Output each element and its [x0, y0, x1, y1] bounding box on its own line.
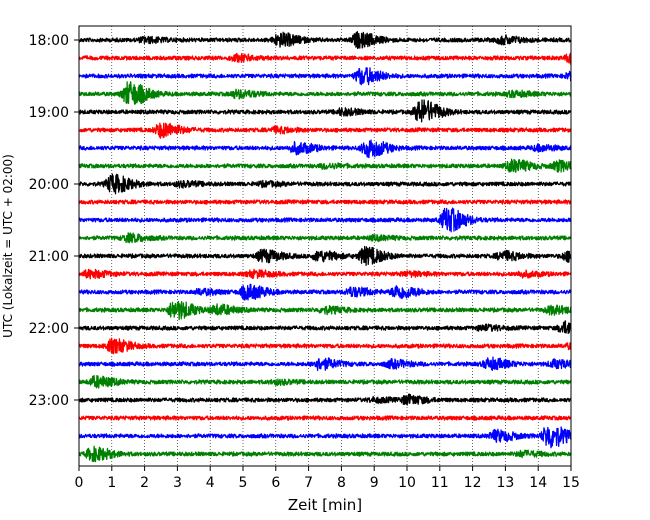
x-tick-label-0: 0	[75, 475, 84, 491]
x-tick-label-9: 9	[370, 475, 379, 491]
x-tick-label-3: 3	[173, 475, 182, 491]
trace-2330	[78, 426, 572, 449]
trace-2015	[78, 199, 572, 205]
trace-1800	[78, 30, 572, 50]
grid-layer	[111, 26, 539, 466]
x-tick-label-15: 15	[562, 475, 580, 491]
y-axis-title: UTC (Lokalzeit = UTC + 02:00)	[1, 154, 15, 338]
trace-2045	[78, 232, 572, 244]
x-tick-label-5: 5	[239, 475, 248, 491]
x-tick-label-13: 13	[496, 475, 514, 491]
trace-1815	[78, 52, 572, 65]
x-tick-label-8: 8	[337, 475, 346, 491]
y-tick-label-0: 18:00	[29, 33, 69, 49]
x-tick-label-1: 1	[107, 475, 116, 491]
trace-2000	[78, 173, 572, 195]
x-tick-label-2: 2	[140, 475, 149, 491]
trace-1845	[78, 81, 572, 105]
y-tick-label-4: 22:00	[29, 321, 69, 337]
trace-2215	[78, 337, 572, 355]
x-tick-label-10: 10	[398, 475, 416, 491]
trace-2200	[78, 320, 572, 335]
trace-1830	[78, 67, 572, 86]
y-tick-label-3: 21:00	[29, 249, 69, 265]
x-tick-label-4: 4	[206, 475, 215, 491]
trace-2345	[78, 445, 572, 463]
trace-1915	[78, 122, 572, 139]
y-tick-label-2: 20:00	[29, 177, 69, 193]
trace-2145	[78, 300, 572, 321]
trace-2100	[78, 245, 572, 267]
x-tick-label-14: 14	[529, 475, 547, 491]
trace-2300	[78, 393, 572, 406]
trace-2130	[78, 283, 572, 301]
x-tick-label-6: 6	[271, 475, 280, 491]
trace-2115	[78, 268, 572, 280]
plot-frame	[78, 25, 572, 467]
ticks-layer: 0 1 2 3 4 5 6 7 8 9 10 11 12 13 14 1518:0019:0020:0021:…	[29, 33, 580, 491]
trace-2030	[78, 207, 572, 233]
trace-1945	[78, 158, 572, 173]
trace-1900	[78, 99, 572, 123]
trace-2230	[78, 356, 572, 371]
y-tick-label-5: 23:00	[29, 393, 69, 409]
x-axis-title: Zeit [min]	[288, 496, 362, 514]
traces-layer	[78, 30, 572, 463]
y-tick-label-1: 19:00	[29, 105, 69, 121]
trace-1930	[78, 139, 572, 159]
x-tick-label-7: 7	[304, 475, 313, 491]
trace-2245	[78, 374, 572, 389]
trace-2315	[78, 415, 572, 421]
x-tick-label-11: 11	[431, 475, 449, 491]
x-tick-label-12: 12	[464, 475, 482, 491]
